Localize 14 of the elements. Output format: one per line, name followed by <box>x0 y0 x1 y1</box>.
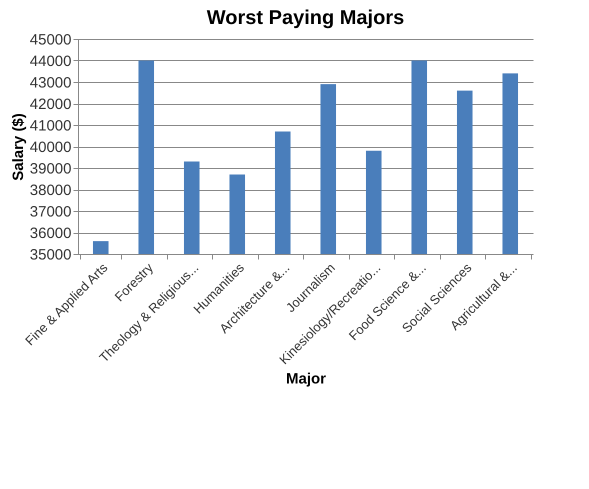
y-axis-title: Salary ($) <box>10 113 27 181</box>
y-tick-label: 44000 <box>30 53 72 70</box>
y-tick-label: 37000 <box>30 204 72 220</box>
y-tick-label: 35000 <box>30 246 72 264</box>
y-tick-label: 41000 <box>30 118 72 134</box>
y-tick-label: 45000 <box>30 32 72 48</box>
y-tick-label: 38000 <box>30 182 72 199</box>
y-tick-label: 43000 <box>30 74 72 92</box>
y-tick-label: 39000 <box>30 160 72 178</box>
y-tick-label: 42000 <box>30 96 72 113</box>
y-tick-label: 40000 <box>30 139 72 156</box>
x-axis-title: Major <box>286 370 326 388</box>
y-tick-label: 36000 <box>30 225 72 242</box>
chart-title: Worst Paying Majors <box>206 7 404 29</box>
